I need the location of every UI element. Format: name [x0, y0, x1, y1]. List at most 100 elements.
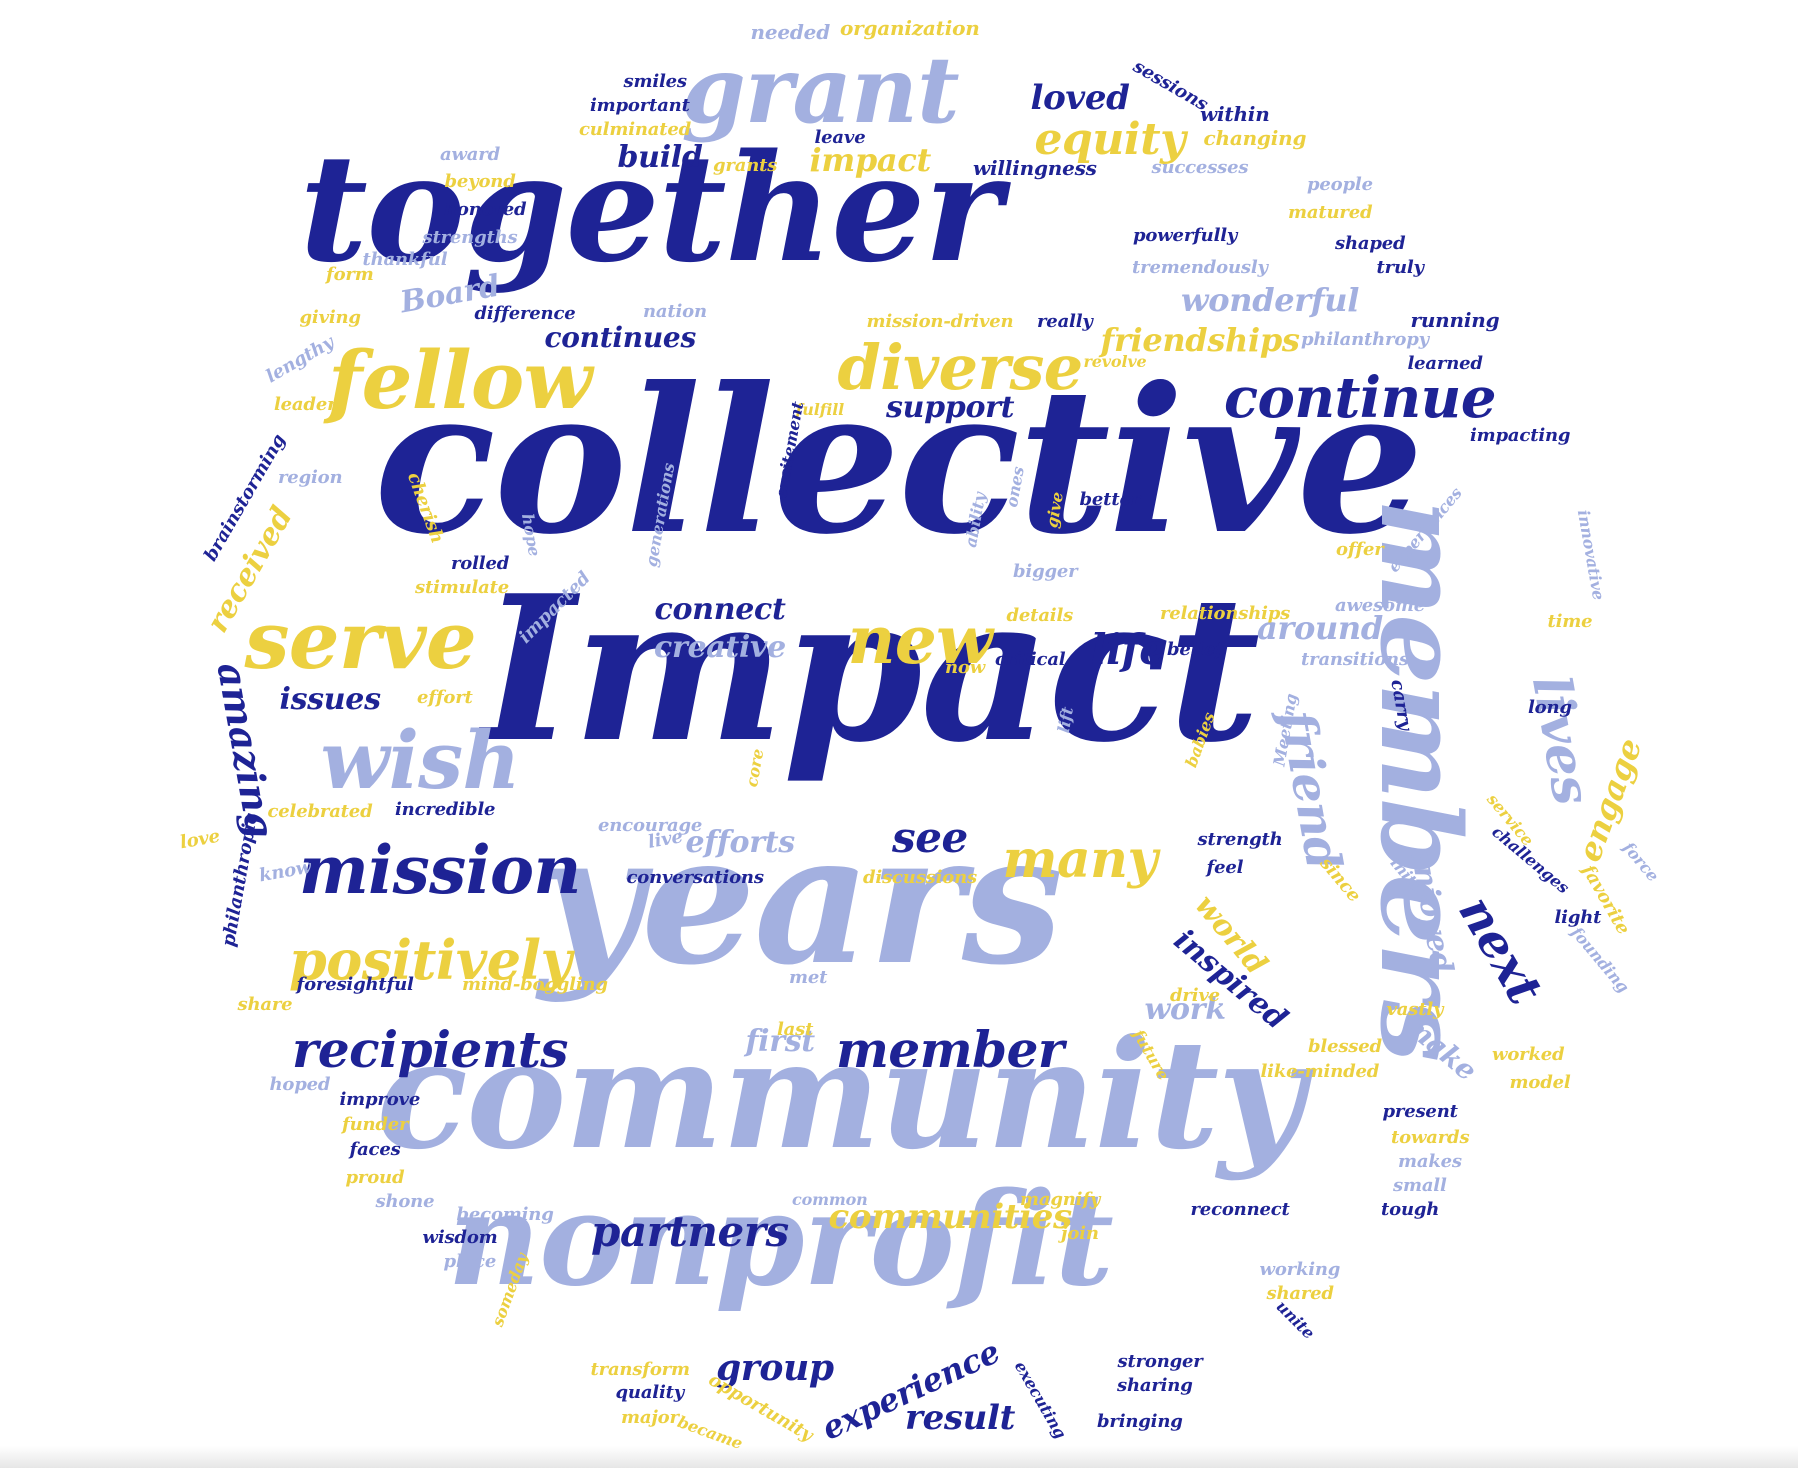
- cloud-word: strengths: [422, 227, 518, 248]
- cloud-word: people: [1307, 174, 1373, 195]
- cloud-word: shaped: [1335, 233, 1406, 254]
- cloud-word: efforts: [685, 825, 796, 860]
- cloud-word: bringing: [1097, 1411, 1183, 1432]
- cloud-word: new: [847, 601, 993, 679]
- cloud-word: mission: [299, 831, 581, 909]
- cloud-word: time: [1547, 611, 1593, 632]
- cloud-word: proud: [345, 1167, 405, 1188]
- cloud-word: like-minded: [1260, 1061, 1380, 1082]
- cloud-word: grants: [713, 155, 778, 176]
- cloud-word: region: [278, 467, 343, 488]
- cloud-word: truly: [1376, 257, 1424, 278]
- cloud-word: around: [1257, 609, 1383, 647]
- cloud-word: grant: [681, 36, 960, 144]
- cloud-word: last: [777, 1019, 814, 1040]
- cloud-word: sessions: [1129, 55, 1212, 116]
- cloud-word: lengthy: [261, 331, 338, 388]
- cloud-word: member: [836, 1020, 1064, 1079]
- cloud-word: sharing: [1117, 1375, 1193, 1396]
- cloud-word: culminated: [579, 119, 692, 140]
- cloud-word: effort: [417, 687, 473, 708]
- cloud-word: willingness: [973, 156, 1097, 180]
- cloud-word: serve: [244, 593, 477, 687]
- cloud-word: better: [1079, 489, 1141, 510]
- cloud-word: unite: [1272, 1296, 1319, 1343]
- cloud-word: stronger: [1117, 1351, 1203, 1372]
- cloud-word: thankful: [362, 249, 448, 270]
- cloud-word: many: [1002, 829, 1158, 890]
- cloud-word: matured: [1288, 202, 1373, 223]
- cloud-word: critical: [995, 649, 1066, 670]
- cloud-word: lives: [1519, 670, 1603, 809]
- cloud-word: place: [443, 1251, 497, 1272]
- cloud-word: innovative: [1573, 508, 1608, 602]
- cloud-word: result: [905, 1398, 1015, 1438]
- cloud-word: members: [1355, 499, 1485, 1061]
- cloud-word: light: [1554, 907, 1602, 928]
- cloud-word: discussions: [863, 867, 977, 888]
- cloud-word: wonderful: [1181, 281, 1360, 319]
- cloud-word: nonprofit: [447, 1165, 1114, 1315]
- cloud-word: reconnect: [1190, 1199, 1290, 1220]
- cloud-word: continues: [544, 321, 697, 354]
- cloud-word: nation: [643, 301, 707, 322]
- cloud-word: years: [538, 794, 1064, 1005]
- cloud-word: rolled: [451, 553, 510, 574]
- cloud-word: foresightful: [296, 974, 414, 995]
- cloud-word: issues: [279, 682, 381, 717]
- cloud-word: connect: [654, 592, 786, 627]
- cloud-word: now: [945, 657, 986, 678]
- cloud-word: form: [326, 264, 374, 285]
- cloud-word: organization: [840, 16, 980, 40]
- cloud-word: philanthropic: [217, 811, 262, 949]
- cloud-word: blessed: [1308, 1036, 1382, 1057]
- cloud-word: bigger: [1013, 561, 1078, 582]
- cloud-word: impacting: [1470, 425, 1571, 446]
- cloud-word: tremendously: [1132, 257, 1268, 278]
- cloud-word: friendships: [1100, 321, 1300, 359]
- cloud-word: magnify: [1020, 1189, 1101, 1210]
- cloud-word: stimulate: [415, 577, 510, 598]
- cloud-word: shared: [1266, 1283, 1335, 1304]
- cloud-word: build: [617, 140, 703, 175]
- cloud-word: Impact: [481, 552, 1261, 787]
- cloud-word: awesome: [1335, 595, 1425, 616]
- cloud-word: offer: [1336, 539, 1384, 560]
- cloud-word: encourage: [598, 815, 703, 836]
- cloud-word: towards: [1391, 1127, 1470, 1148]
- cloud-word: giving: [299, 307, 362, 328]
- cloud-word: collective: [374, 344, 1424, 579]
- cloud-word: learned: [1407, 353, 1483, 374]
- cloud-word: working: [1259, 1259, 1341, 1280]
- cloud-word: powerfully: [1133, 225, 1238, 246]
- cloud-word: running: [1410, 308, 1500, 332]
- cloud-word: loved: [1030, 78, 1130, 118]
- cloud-word: wish: [320, 713, 521, 807]
- cloud-word: impact: [809, 141, 932, 179]
- cloud-word: philanthropy: [1301, 329, 1429, 350]
- cloud-word: communities: [828, 1197, 1073, 1237]
- cloud-word: funder: [342, 1114, 409, 1135]
- cloud-word: work: [1144, 992, 1227, 1027]
- cloud-word: leave: [814, 127, 866, 148]
- cloud-word: faces: [349, 1139, 401, 1160]
- cloud-word: common: [792, 1190, 868, 1209]
- cloud-word: hoped: [269, 1074, 331, 1095]
- cloud-word: drive: [1170, 985, 1220, 1006]
- cloud-word: beyond: [444, 171, 516, 192]
- cloud-word: see: [892, 813, 968, 862]
- cloud-word: force: [1618, 838, 1663, 886]
- cloud-word: join: [1061, 1223, 1099, 1244]
- cloud-word: changing: [1203, 126, 1307, 150]
- cloud-word: conversations: [626, 867, 764, 888]
- cloud-word: award: [440, 144, 500, 165]
- cloud-word: recipients: [292, 1020, 568, 1079]
- cloud-word: lift: [1053, 705, 1078, 735]
- cloud-word: wisdom: [422, 1227, 498, 1248]
- cloud-word: transitions: [1301, 649, 1409, 670]
- cloud-word: positively: [289, 928, 572, 992]
- cloud-word: becoming: [456, 1204, 554, 1225]
- cloud-word: present: [1382, 1101, 1458, 1122]
